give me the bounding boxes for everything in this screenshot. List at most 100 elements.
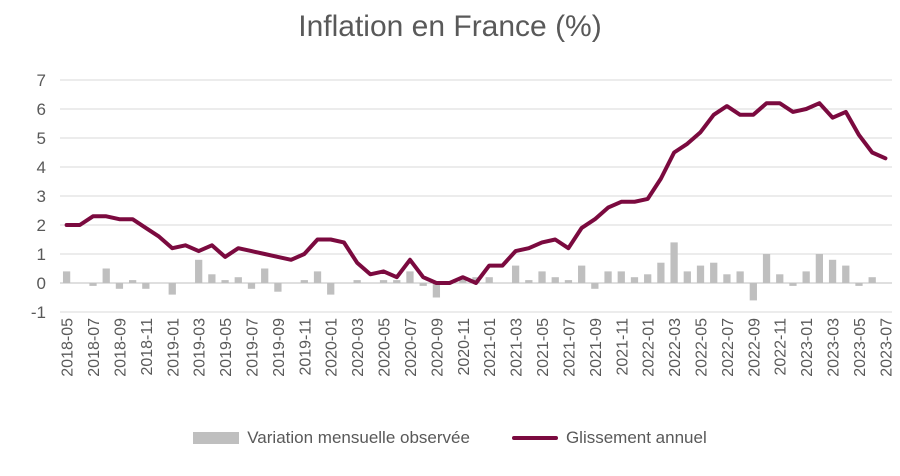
y-tick-label: 4 [37, 158, 46, 177]
bar [868, 277, 876, 283]
bar [696, 265, 705, 283]
bar [432, 283, 441, 298]
bar [247, 283, 256, 289]
x-tick-label: 2023-03 [826, 318, 843, 377]
x-tick-label: 2018-11 [139, 318, 156, 376]
bar [327, 283, 335, 295]
bar [393, 280, 401, 283]
bar [644, 274, 652, 283]
bar [195, 259, 203, 283]
x-tick-label: 2020-07 [403, 318, 420, 377]
bar [353, 280, 361, 283]
x-tick-label: 2021-09 [588, 318, 605, 377]
x-tick-label: 2020-05 [377, 318, 394, 377]
x-tick-label: 2019-01 [165, 318, 182, 377]
bar [208, 274, 216, 283]
bar [168, 283, 176, 295]
bar [234, 277, 242, 283]
x-tick-label: 2018-09 [112, 318, 129, 377]
bar [617, 271, 625, 283]
bar [828, 259, 837, 283]
x-tick-label: 2021-01 [482, 318, 499, 377]
bar [591, 283, 599, 289]
x-tick-label: 2022-09 [746, 318, 763, 377]
legend-label-line: Glissement annuel [565, 428, 707, 447]
bar [749, 283, 757, 301]
bar [789, 283, 797, 286]
x-tick-label: 2019-11 [297, 318, 314, 376]
x-tick-label: 2019-03 [192, 318, 209, 377]
bar [855, 283, 863, 286]
bar [657, 262, 665, 283]
y-tick-label: 1 [37, 245, 46, 264]
bar [379, 280, 388, 283]
x-tick-label: 2022-01 [641, 318, 658, 377]
bar [485, 277, 493, 283]
x-tick-label: 2023-05 [852, 318, 869, 377]
bar [802, 271, 810, 283]
bar [419, 283, 427, 286]
bar [221, 280, 229, 283]
bar [762, 254, 771, 283]
bar [129, 280, 137, 283]
x-tick-label: 2023-07 [878, 318, 895, 377]
bar [776, 274, 784, 283]
bar [604, 271, 612, 283]
x-tick-label: 2019-05 [218, 318, 235, 377]
legend-item-bar: Variation mensuelle observée [193, 428, 470, 448]
legend-swatch-line [511, 436, 558, 440]
y-tick-label: 2 [37, 216, 46, 235]
x-tick-label: 2018-05 [60, 318, 77, 377]
x-tick-label: 2021-11 [614, 318, 631, 376]
x-tick-label: 2023-01 [799, 318, 816, 377]
bar [261, 268, 269, 283]
x-tick-label: 2021-03 [509, 318, 526, 377]
x-tick-label: 2021-07 [561, 318, 578, 377]
bar [551, 277, 559, 283]
bar [564, 280, 573, 283]
y-tick-label: 5 [37, 129, 46, 148]
chart-title: Inflation en France (%) [298, 10, 602, 43]
bar [89, 283, 97, 286]
x-tick-label: 2020-01 [324, 318, 341, 377]
legend: Variation mensuelle observée Glissement … [0, 428, 900, 448]
x-tick-label: 2020-03 [350, 318, 367, 377]
y-tick-label: 0 [37, 274, 46, 293]
bar [683, 271, 691, 283]
x-tick-label: 2020-11 [456, 318, 473, 376]
x-tick-label: 2018-07 [86, 318, 103, 377]
x-tick-label: 2019-09 [271, 318, 288, 377]
bar [710, 262, 718, 283]
x-tick-label: 2020-09 [429, 318, 446, 377]
legend-label-bar: Variation mensuelle observée [247, 428, 470, 447]
bar [538, 271, 546, 283]
bar [511, 265, 520, 283]
legend-item-line: Glissement annuel [511, 428, 707, 448]
x-tick-label: 2022-03 [667, 318, 684, 377]
bar [842, 265, 850, 283]
bar [406, 271, 414, 283]
bar [459, 277, 467, 283]
y-tick-label: 6 [37, 100, 46, 119]
bar [300, 280, 308, 283]
bar [578, 265, 586, 283]
bar [102, 268, 110, 283]
bar [815, 254, 823, 283]
bar [736, 271, 744, 283]
bar [313, 271, 322, 283]
bar [142, 283, 150, 289]
y-tick-label: 7 [37, 71, 46, 90]
line-series [64, 101, 888, 285]
legend-swatch-bar [193, 432, 240, 444]
y-tick-label: -1 [31, 303, 46, 322]
bar [630, 277, 639, 283]
bar [274, 283, 282, 292]
x-tick-label: 2022-07 [720, 318, 737, 377]
x-tick-label: 2019-07 [244, 318, 261, 377]
bar [723, 274, 731, 283]
bar [62, 271, 71, 283]
bar [525, 280, 533, 283]
x-tick-label: 2022-05 [694, 318, 711, 377]
